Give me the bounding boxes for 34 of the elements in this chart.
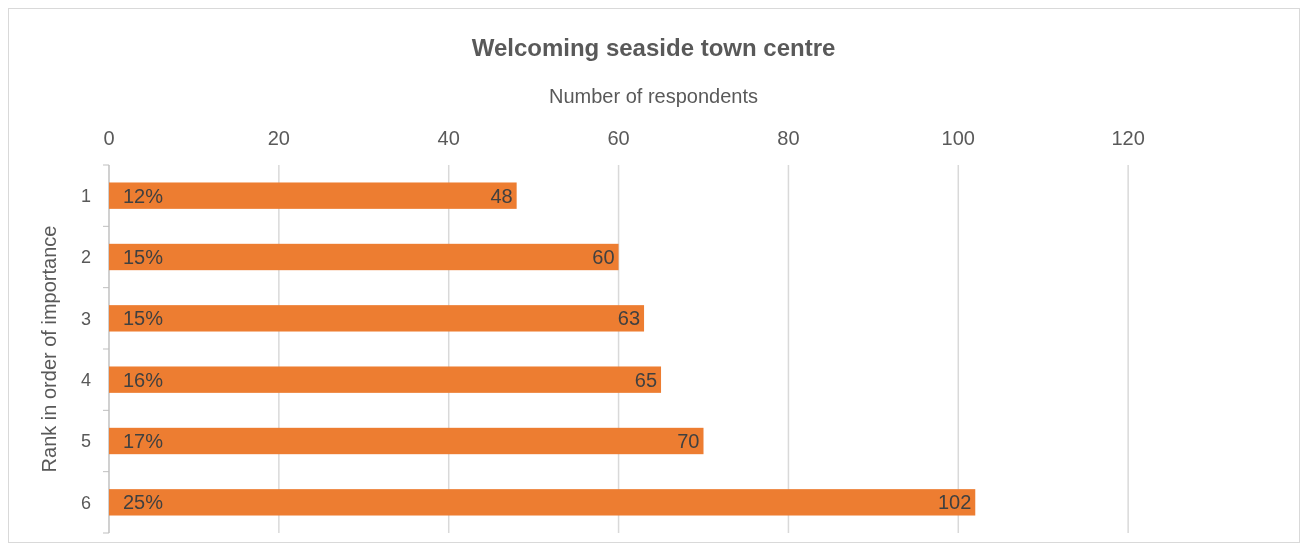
data-label: 63 <box>617 307 641 330</box>
bar <box>109 366 662 393</box>
bar <box>109 182 517 209</box>
data-label: 60 <box>592 246 615 268</box>
y-tick-label: 3 <box>80 308 91 329</box>
annotation: 15% <box>123 246 164 268</box>
bar <box>109 305 645 332</box>
annotation: 17% <box>123 430 164 452</box>
x-tick-label: 100 <box>941 127 975 149</box>
y-tick-label: 2 <box>80 247 91 268</box>
x-tick-label: 120 <box>1111 127 1145 149</box>
y-tick-label: 4 <box>80 369 91 390</box>
x-tick-label: 80 <box>777 127 800 149</box>
data-label: 70 <box>677 430 700 452</box>
annotation: 12% <box>123 184 164 207</box>
x-tick-label: 40 <box>437 127 460 149</box>
data-label: 102 <box>937 491 972 514</box>
bar <box>109 427 704 455</box>
x-axis-title: Number of respondents <box>548 85 759 107</box>
data-label: 48 <box>490 184 513 207</box>
x-tick-label: 0 <box>103 127 115 149</box>
data-label: 65 <box>634 368 658 391</box>
y-tick-label: 5 <box>80 431 91 452</box>
x-tick-label: 20 <box>267 127 290 149</box>
x-tick-label: 60 <box>607 127 630 149</box>
bar <box>109 243 619 271</box>
chart-title: Welcoming seaside town centre <box>471 34 836 61</box>
y-axis-title: Rank in order of importance <box>38 225 60 473</box>
bar <box>109 489 976 516</box>
y-tick-label: 6 <box>80 492 91 513</box>
y-tick-label: 1 <box>80 185 91 206</box>
annotation: 15% <box>123 307 164 330</box>
annotation: 16% <box>123 368 164 391</box>
annotation: 25% <box>123 491 164 514</box>
